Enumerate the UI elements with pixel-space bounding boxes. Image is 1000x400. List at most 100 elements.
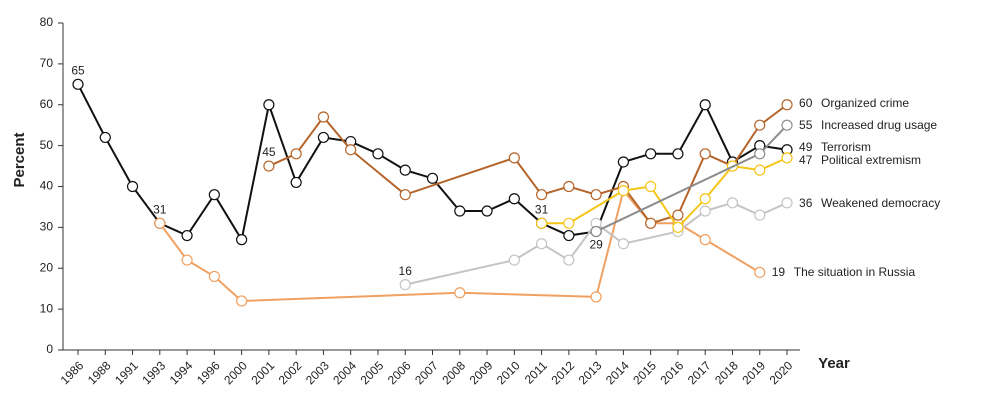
data-point [699, 99, 711, 111]
data-point [317, 111, 330, 123]
x-tick-label: 2009 [467, 358, 496, 387]
data-point [672, 209, 684, 221]
x-tick-label: 2000 [221, 358, 250, 387]
y-tick-label: 20 [40, 260, 54, 274]
data-point [72, 78, 84, 90]
data-point [754, 119, 766, 131]
series-line [268, 103, 788, 225]
data-point [290, 148, 302, 160]
data-point [726, 197, 739, 209]
x-tick-label: 2020 [767, 358, 796, 387]
data-point [563, 217, 575, 229]
data-point [454, 287, 466, 299]
data-point [754, 164, 766, 176]
x-tick-label: 2007 [412, 358, 441, 387]
data-point [645, 217, 657, 229]
x-tick-label: 2015 [630, 358, 659, 387]
data-point [263, 160, 275, 172]
data-point [754, 266, 766, 278]
x-tick-label: 1988 [85, 358, 114, 387]
data-point [699, 148, 711, 160]
data-point [754, 148, 766, 160]
legend-label: The situation in Russia [794, 265, 916, 279]
data-point [754, 209, 766, 221]
x-tick-label: 2005 [358, 358, 387, 387]
data-point [236, 234, 248, 246]
legend-label: Political extremism [821, 153, 921, 167]
data-point [508, 193, 520, 205]
data-point [481, 205, 493, 217]
end-value-label: 49 [799, 140, 813, 154]
legend-label: Terrorism [821, 140, 871, 154]
data-point [181, 254, 193, 266]
legend-label: Organized crime [821, 96, 909, 110]
x-tick-label: 2010 [494, 358, 523, 387]
end-value-label: 36 [799, 196, 813, 210]
data-label: 31 [153, 202, 167, 216]
data-point [672, 221, 684, 233]
data-point [563, 254, 575, 266]
data-point [563, 180, 575, 193]
data-point [781, 119, 793, 131]
data-point [181, 229, 193, 242]
data-point [781, 152, 793, 164]
x-tick-label: 2008 [439, 358, 468, 387]
data-point [399, 164, 411, 176]
data-label: 31 [535, 202, 549, 216]
data-point [454, 205, 466, 217]
y-tick-label: 10 [40, 301, 54, 315]
data-point [645, 180, 657, 193]
data-point [508, 254, 520, 266]
y-tick-label: 70 [40, 56, 54, 70]
data-point [399, 189, 411, 201]
data-point [781, 99, 793, 111]
data-point [699, 193, 711, 205]
data-point [617, 184, 630, 197]
legend-label: Weakened democracy [821, 196, 940, 210]
data-point [563, 229, 575, 242]
y-tick-label: 50 [40, 138, 54, 152]
series-line [541, 156, 788, 229]
data-point [263, 99, 275, 111]
end-value-label: 60 [799, 96, 813, 110]
data-point [372, 148, 384, 160]
data-point [535, 217, 548, 229]
data-point [590, 225, 602, 238]
y-tick-label: 40 [40, 179, 54, 193]
data-point [535, 189, 548, 201]
data-point [290, 176, 302, 189]
end-value-label: 47 [799, 153, 813, 167]
x-tick-label: 2002 [276, 358, 305, 387]
data-point [535, 238, 548, 250]
x-tick-label: 2019 [739, 358, 768, 387]
data-point [236, 295, 248, 307]
x-tick-label: 1991 [112, 358, 141, 387]
data-point [617, 238, 630, 250]
x-tick-label: 1993 [139, 358, 168, 387]
data-point [426, 172, 439, 184]
x-tick-label: 2003 [303, 358, 332, 387]
y-tick-label: 80 [40, 15, 54, 29]
y-axis-title: Percent [11, 132, 28, 187]
data-point [645, 148, 657, 160]
x-tick-label: 2004 [330, 358, 359, 387]
data-point [126, 180, 139, 193]
end-value-label: 19 [772, 265, 786, 279]
x-tick-label: 2012 [548, 358, 577, 387]
y-tick-label: 60 [40, 97, 54, 111]
end-value-label: 55 [799, 118, 813, 132]
data-point [208, 189, 220, 201]
data-point [590, 291, 602, 303]
x-tick-label: 2017 [685, 358, 714, 387]
data-point [317, 131, 330, 144]
y-tick-label: 0 [46, 342, 53, 356]
x-tick-label: 2016 [658, 358, 687, 387]
x-tick-label: 2011 [522, 358, 550, 386]
data-point [99, 131, 111, 144]
x-tick-label: 1994 [167, 358, 196, 387]
data-point [154, 217, 166, 229]
legend-label: Increased drug usage [821, 118, 937, 132]
x-tick-label: 2013 [576, 358, 605, 387]
data-point [699, 234, 711, 246]
